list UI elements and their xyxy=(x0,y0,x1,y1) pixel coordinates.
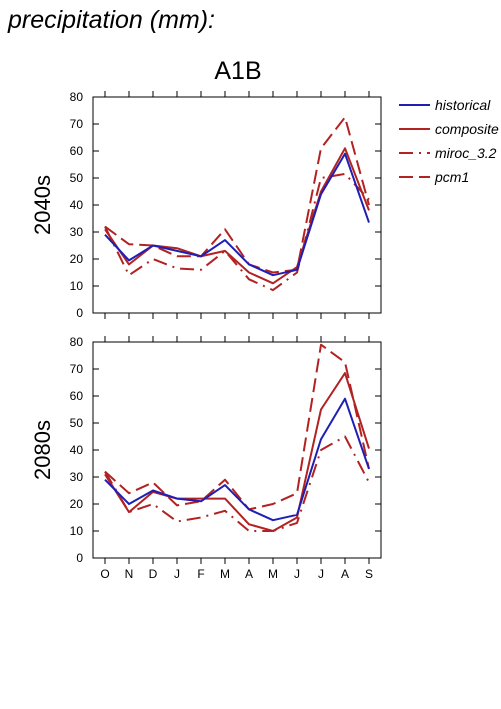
series-line-miroc_3.2 xyxy=(104,172,370,292)
y-tick-label: 40 xyxy=(70,443,84,457)
series-line-pcm1 xyxy=(104,116,370,274)
panel-2040s: 0 10 20 30 40 50 60 70 80 2040s xyxy=(30,90,382,320)
y-tick-label: 10 xyxy=(70,279,84,293)
x-tick-label: J xyxy=(318,567,324,581)
legend-label-historical: historical xyxy=(435,97,491,113)
scenario-title: A1B xyxy=(214,57,262,85)
x-tick-label: M xyxy=(268,567,278,581)
y-tick-label: 30 xyxy=(70,225,84,239)
row-label: 2040s xyxy=(30,175,55,235)
x-tick-label: S xyxy=(365,567,373,581)
x-tick-label: J xyxy=(174,567,180,581)
y-tick-label: 60 xyxy=(70,389,84,403)
chart-legend: historical composite miroc_3.2 pcm1 xyxy=(399,97,499,185)
y-tick-label: 50 xyxy=(70,416,84,430)
series-line-composite xyxy=(104,372,370,532)
x-tick-label: A xyxy=(245,567,253,581)
x-tick-label: A xyxy=(341,567,349,581)
x-tick-label: O xyxy=(100,567,109,581)
series-line-historical xyxy=(104,397,370,522)
x-tick-label: D xyxy=(149,567,158,581)
y-tick-label: 0 xyxy=(76,551,83,565)
series-line-composite xyxy=(104,147,370,285)
y-tick-label: 20 xyxy=(70,497,84,511)
y-tick-label: 40 xyxy=(70,198,84,212)
row-label: 2080s xyxy=(30,420,55,480)
y-tick-label: 70 xyxy=(70,362,84,376)
y-tick-label: 0 xyxy=(76,306,83,320)
series-line-historical xyxy=(104,152,370,277)
y-tick-label: 80 xyxy=(70,90,84,104)
y-tick-label: 60 xyxy=(70,144,84,158)
plot-frame xyxy=(92,96,382,314)
panel-2080s: 0 10 20 30 40 50 60 70 80 O N D J F M A M J J A S 2080s xyxy=(30,335,382,581)
y-tick-label: 30 xyxy=(70,470,84,484)
legend-label-composite: composite xyxy=(435,121,499,137)
x-tick-label: N xyxy=(125,567,134,581)
x-tick-label: F xyxy=(197,567,204,581)
y-tick-label: 10 xyxy=(70,524,84,538)
y-tick-label: 20 xyxy=(70,252,84,266)
y-tick-label: 80 xyxy=(70,335,84,349)
x-tick-label: M xyxy=(220,567,230,581)
series-line-pcm1 xyxy=(104,343,370,511)
chart-panels: 0 10 20 30 40 50 60 70 80 2040s 0 10 20 30 40 50 60 70 80 O… xyxy=(30,90,382,581)
x-tick-label: J xyxy=(294,567,300,581)
plot-frame xyxy=(92,341,382,559)
y-tick-label: 50 xyxy=(70,171,84,185)
page-title: precipitation (mm): xyxy=(8,6,215,34)
legend-label-pcm1: pcm1 xyxy=(434,169,469,185)
legend-label-miroc_3.2: miroc_3.2 xyxy=(435,145,497,161)
series-line-miroc_3.2 xyxy=(104,435,370,532)
y-tick-label: 70 xyxy=(70,117,84,131)
